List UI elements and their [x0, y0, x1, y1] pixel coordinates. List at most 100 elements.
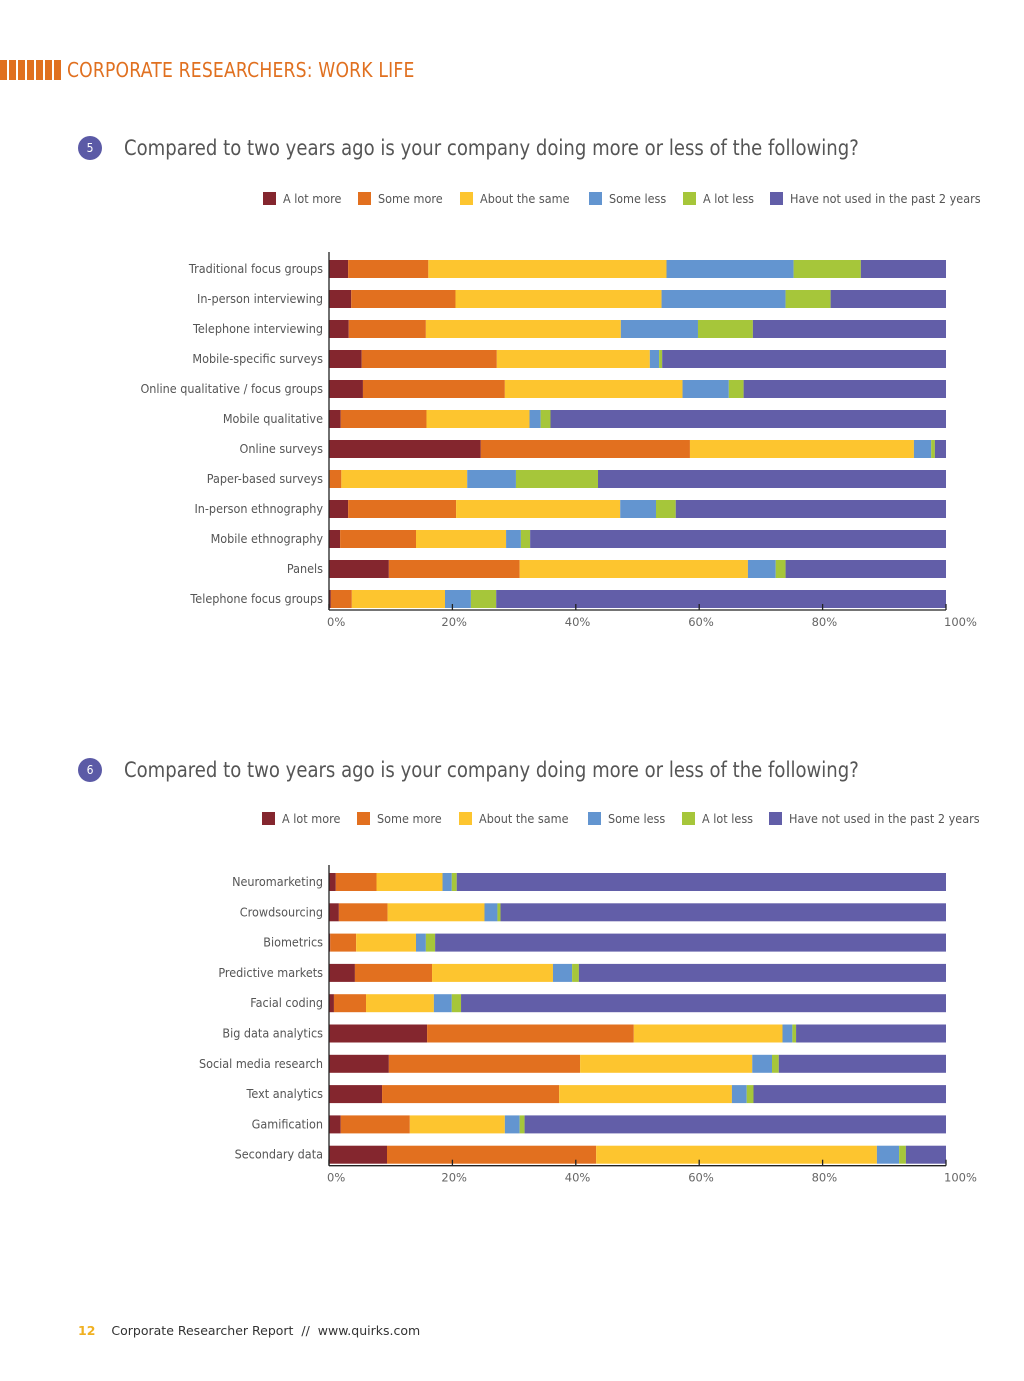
bar-segment-some-more [382, 1085, 560, 1104]
bar-segment-a-lot-more [329, 350, 362, 368]
legend-label: About the same [478, 811, 569, 826]
x-tick-label: 100% [944, 1171, 977, 1185]
bar-segment-a-lot-less [792, 1024, 797, 1043]
legend-label: Have not used in the past 2 years [788, 811, 980, 826]
bar-segment-about-the-same [425, 320, 621, 338]
bar-segment-a-lot-less [515, 470, 599, 488]
chart-title: Compared to two years ago is your compan… [124, 758, 859, 782]
bar-segment-some-more [388, 560, 520, 578]
bar-segment-some-more [333, 994, 367, 1013]
bar-segment-about-the-same [519, 560, 748, 578]
bar-segment-have-not-used-in-the-past-2-years [496, 590, 946, 608]
bar-segment-have-not-used-in-the-past-2-years [905, 1145, 946, 1164]
bar-segment-some-more [362, 380, 505, 398]
legend-swatch [458, 812, 472, 825]
bar-segment-a-lot-more [329, 1054, 389, 1073]
question-number-badge: 5 [78, 136, 102, 160]
bar-segment-some-more [388, 1054, 581, 1073]
bar-segment-about-the-same [596, 1145, 877, 1164]
legend-label: A lot less [701, 811, 753, 826]
bar-segment-a-lot-more [329, 1115, 341, 1134]
category-label: Predictive markets [218, 965, 323, 980]
legend-label: Some more [376, 811, 442, 826]
bar-segment-about-the-same [426, 410, 530, 428]
bar-segment-have-not-used-in-the-past-2-years [752, 320, 946, 338]
bar-segment-some-more [387, 1145, 597, 1164]
x-tick-label: 100% [944, 615, 977, 629]
bar-segment-a-lot-less [451, 873, 457, 891]
bar-segment-have-not-used-in-the-past-2-years [598, 470, 946, 488]
bar-segment-about-the-same [366, 994, 434, 1013]
chart-title: Compared to two years ago is your compan… [124, 136, 859, 160]
bar-segment-some-less [752, 1054, 772, 1073]
x-tick-label: 20% [441, 1171, 467, 1185]
bar-segment-a-lot-less [656, 500, 676, 518]
bar-segment-a-lot-more [329, 320, 349, 338]
category-label: Big data analytics [222, 1026, 323, 1041]
bar-segment-have-not-used-in-the-past-2-years [578, 963, 946, 982]
legend-item-some-more: Some more [357, 191, 450, 206]
bar-segment-a-lot-more [329, 873, 336, 891]
question-5-heading: 5 Compared to two years ago is your comp… [78, 136, 978, 160]
bar-segment-a-lot-more [329, 590, 331, 608]
category-label: Panels [287, 561, 323, 576]
bar-segment-a-lot-more [329, 260, 349, 278]
bar-segment-have-not-used-in-the-past-2-years [778, 1054, 946, 1073]
bar-segment-about-the-same [496, 350, 650, 368]
footer-text: Corporate Researcher Report // www.quirk… [111, 1323, 421, 1338]
bar-segment-have-not-used-in-the-past-2-years [934, 440, 946, 458]
bar-segment-have-not-used-in-the-past-2-years [743, 380, 946, 398]
bar-segment-a-lot-more [329, 440, 481, 458]
legend-item-about-the-same: About the same [458, 811, 578, 826]
bar-segment-have-not-used-in-the-past-2-years [530, 530, 946, 548]
bar-segment-have-not-used-in-the-past-2-years [435, 933, 946, 952]
bar-segment-a-lot-less [697, 320, 753, 338]
legend-item-some-more: Some more [356, 811, 449, 826]
bar-segment-about-the-same [409, 1115, 505, 1134]
category-label: Social media research [199, 1056, 323, 1071]
legend-item-have-not-used-in-the-past-2-years: Have not used in the past 2 years [769, 191, 1002, 206]
bar-segment-about-the-same [456, 500, 621, 518]
category-label: Text analytics [246, 1087, 323, 1102]
category-label: In-person interviewing [197, 291, 323, 306]
bar-segment-about-the-same [387, 903, 485, 922]
legend-item-a-lot-more: A lot more [263, 191, 348, 206]
bar-segment-about-the-same [351, 590, 445, 608]
bar-segment-some-less [666, 260, 794, 278]
bar-segment-a-lot-less [785, 290, 831, 308]
bar-segment-have-not-used-in-the-past-2-years [461, 994, 946, 1013]
bar-segment-about-the-same [428, 260, 667, 278]
bar-segment-about-the-same [376, 873, 443, 891]
header-decoration-blocks [0, 60, 61, 80]
category-label: Mobile-specific surveys [192, 351, 323, 366]
bar-segment-a-lot-less [793, 260, 861, 278]
bar-segment-some-more [427, 1024, 634, 1043]
bar-segment-some-more [340, 530, 416, 548]
bar-segment-some-less [529, 410, 541, 428]
bar-segment-a-lot-more [329, 1024, 428, 1043]
bar-segment-some-less [731, 1085, 747, 1104]
bar-segment-a-lot-more [329, 1145, 387, 1164]
x-tick-label: 40% [565, 1171, 591, 1185]
x-tick-label: 80% [812, 615, 838, 629]
x-tick-label: 0% [327, 615, 345, 629]
x-tick-label: 20% [441, 615, 467, 629]
bar-segment-some-less [445, 590, 471, 608]
bar-segment-some-more [361, 350, 497, 368]
legend-swatch [589, 192, 603, 205]
category-label: Online surveys [240, 441, 323, 456]
bar-segment-some-more [329, 470, 342, 488]
bar-segment-have-not-used-in-the-past-2-years [753, 1085, 946, 1104]
bar-segment-a-lot-less [772, 1054, 779, 1073]
bar-segment-some-more [340, 410, 427, 428]
bar-segment-some-less [682, 380, 729, 398]
bar-segment-some-less [661, 290, 786, 308]
category-label: Neuromarketing [232, 874, 323, 889]
legend-label: Have not used in the past 2 years [789, 191, 981, 206]
bar-segment-about-the-same [689, 440, 914, 458]
legend-item-a-lot-less: A lot less [681, 811, 759, 826]
legend-item-some-less: Some less [588, 811, 672, 826]
category-label: Biometrics [263, 935, 323, 950]
bar-segment-some-more [354, 963, 433, 982]
bar-segment-a-lot-less [899, 1145, 906, 1164]
